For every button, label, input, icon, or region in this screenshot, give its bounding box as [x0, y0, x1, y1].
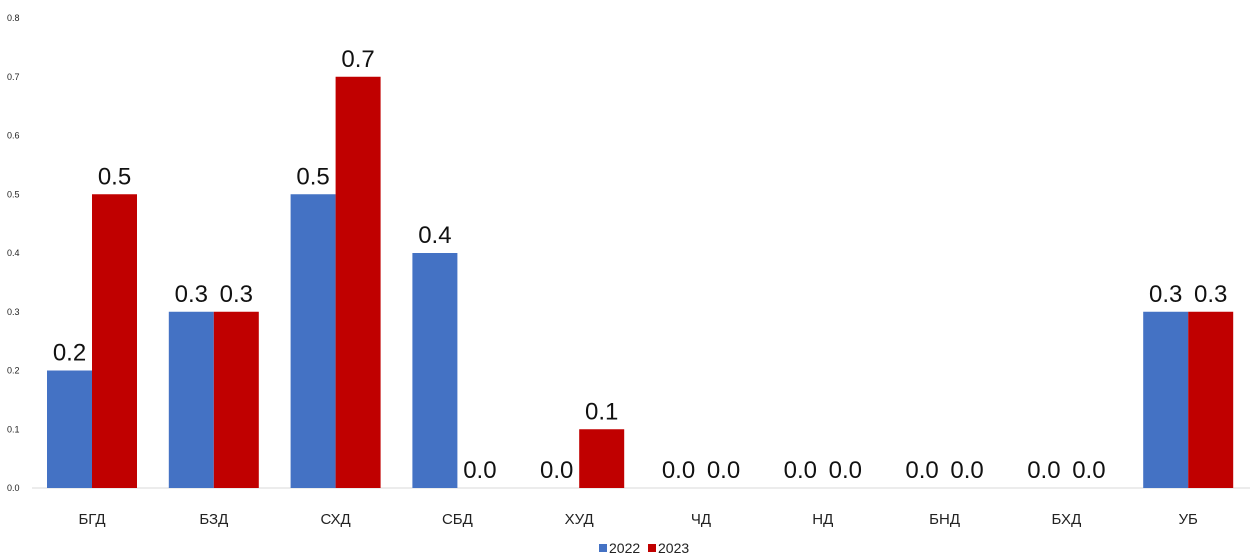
- y-tick-label: 0.0: [7, 483, 20, 493]
- data-label-2023-ХУД: 0.1: [585, 398, 618, 425]
- x-category-label: НД: [812, 511, 833, 528]
- data-labels-layer: 0.2 0.3 0.5 0.4 0.0 0.0 0.0 0.0 0.0 0.3 0.5 0.3 0.7 0…: [53, 46, 1228, 484]
- x-category-label: СБД: [442, 511, 473, 528]
- data-label-2022-БНД: 0.0: [905, 457, 938, 484]
- bar-2023-БЗД: [213, 311, 259, 488]
- bar-2023-СХД: [335, 76, 381, 488]
- data-label-2023-СБД: 0.0: [463, 457, 496, 484]
- bar-2023-БГД: [92, 194, 137, 488]
- bar-2022-СХД: [290, 194, 336, 488]
- data-label-2023-СХД: 0.7: [341, 46, 374, 73]
- legend: 2022 2023: [599, 540, 689, 556]
- y-tick-label: 0.1: [7, 424, 20, 434]
- bar-2023-ХУД: [579, 429, 625, 488]
- x-category-label: БХД: [1052, 511, 1082, 528]
- data-label-2023-НД: 0.0: [829, 457, 862, 484]
- data-label-2022-ЧД: 0.0: [662, 457, 695, 484]
- legend-label-2023: 2023: [658, 540, 689, 556]
- data-label-2022-БХД: 0.0: [1027, 457, 1060, 484]
- data-label-2022-СХД: 0.5: [296, 163, 329, 190]
- x-category-label: БНД: [929, 511, 960, 528]
- y-tick-label: 0.5: [7, 189, 20, 199]
- y-tick-label: 0.6: [7, 131, 20, 141]
- bar-2023-УБ: [1188, 311, 1234, 488]
- legend-swatch-2022: [599, 544, 607, 552]
- bar-2022-УБ: [1143, 311, 1189, 488]
- axis-layer: 0.0 0.1 0.2 0.3 0.4 0.5 0.6 0.7 0.8 БГД БЗД СХД СБД Х…: [7, 13, 1250, 528]
- y-tick-label: 0.3: [7, 307, 20, 317]
- data-label-2022-НД: 0.0: [784, 457, 817, 484]
- data-label-2022-ХУД: 0.0: [540, 457, 573, 484]
- data-label-2023-БЗД: 0.3: [220, 281, 253, 308]
- bars-layer: [47, 76, 1234, 488]
- data-label-2023-БНД: 0.0: [950, 457, 983, 484]
- data-label-2022-БГД: 0.2: [53, 340, 86, 367]
- y-tick-label: 0.7: [7, 72, 20, 82]
- legend-swatch-2023: [648, 544, 656, 552]
- legend-label-2022: 2022: [609, 540, 640, 556]
- x-category-label: СХД: [321, 511, 351, 528]
- y-tick-label: 0.4: [7, 248, 20, 258]
- data-label-2023-БХД: 0.0: [1072, 457, 1105, 484]
- x-category-label: БЗД: [199, 511, 228, 528]
- x-category-label: ХУД: [565, 511, 594, 528]
- y-tick-label: 0.8: [7, 13, 20, 23]
- data-label-2023-ЧД: 0.0: [707, 457, 740, 484]
- bar-2022-БГД: [47, 370, 92, 488]
- y-tick-label: 0.2: [7, 366, 20, 376]
- data-label-2022-БЗД: 0.3: [175, 281, 208, 308]
- bar-2022-СБД: [412, 253, 458, 488]
- bar-2022-БЗД: [168, 311, 214, 488]
- x-category-label: ЧД: [691, 511, 711, 528]
- data-label-2022-УБ: 0.3: [1149, 281, 1182, 308]
- data-label-2022-СБД: 0.4: [418, 222, 451, 249]
- x-category-label: УБ: [1179, 511, 1199, 528]
- x-category-label: БГД: [78, 511, 105, 528]
- data-label-2023-УБ: 0.3: [1194, 281, 1227, 308]
- data-label-2023-БГД: 0.5: [98, 163, 131, 190]
